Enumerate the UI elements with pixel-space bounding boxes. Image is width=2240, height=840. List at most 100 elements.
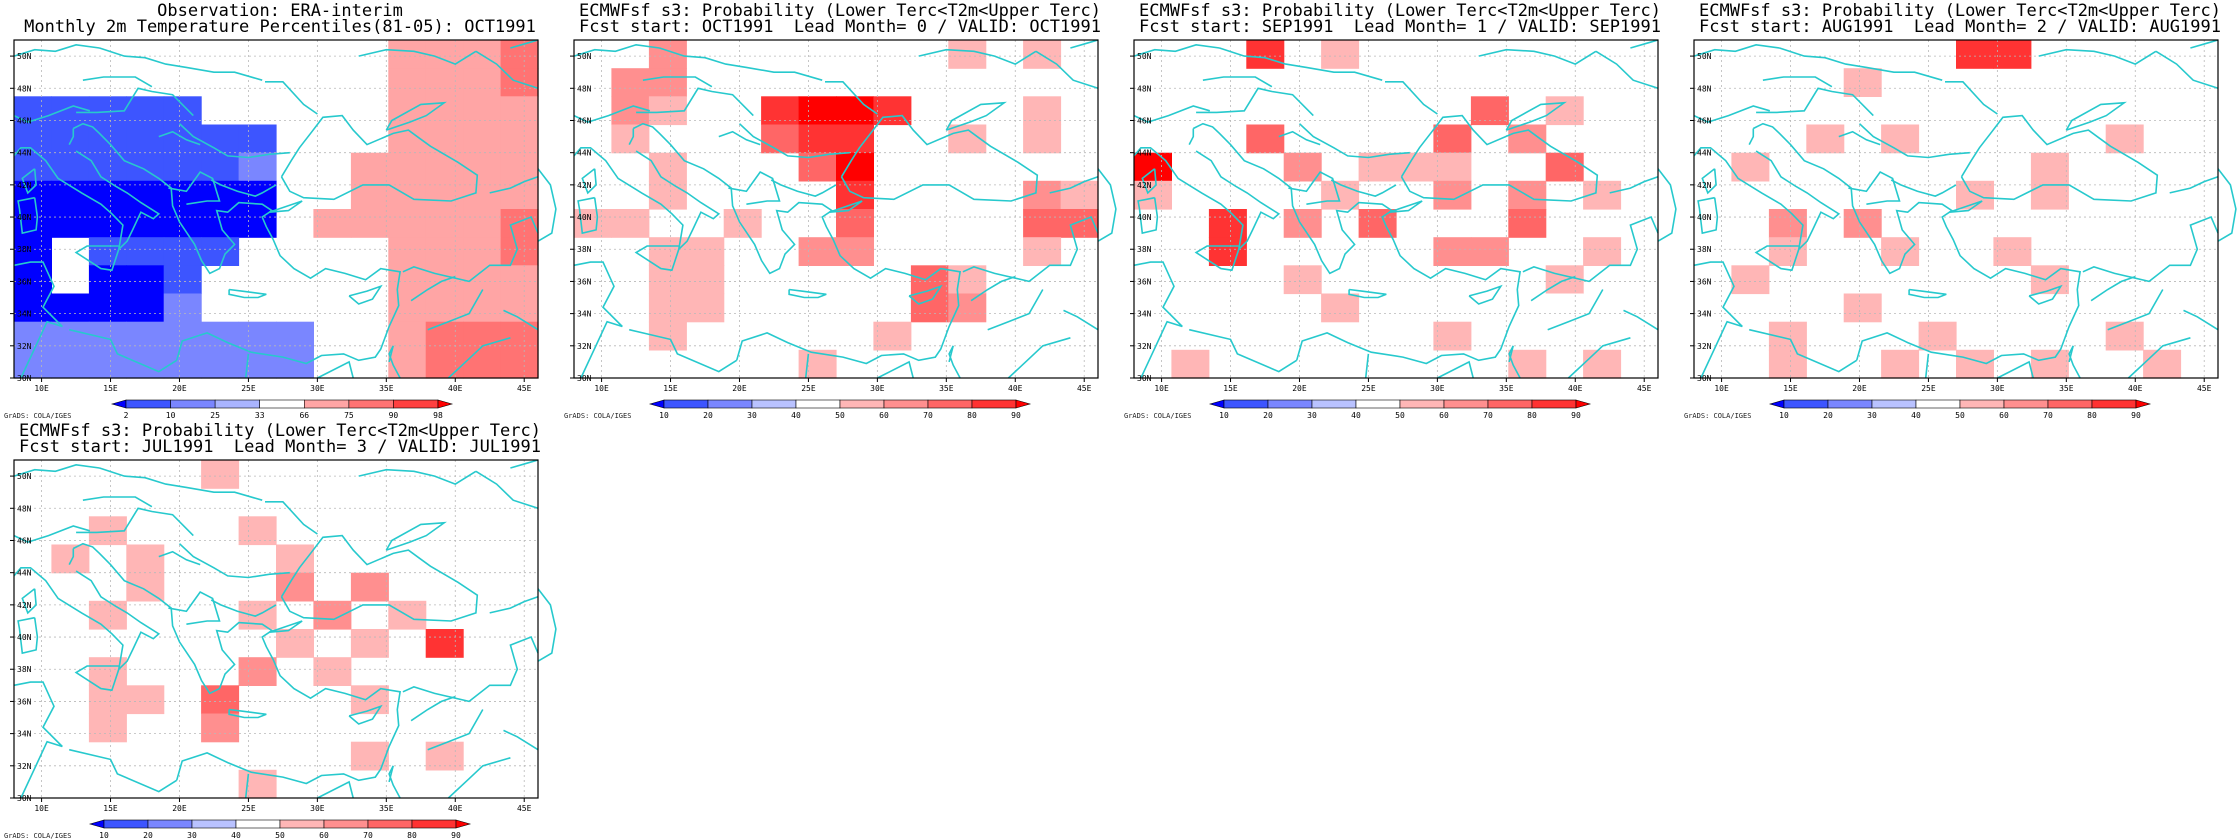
colorbar-label: 40	[791, 411, 801, 420]
data-cell	[1023, 124, 1062, 154]
data-cell	[425, 349, 464, 379]
data-cell	[1433, 237, 1472, 266]
colorbar-segment	[1827, 399, 1873, 409]
coastline	[1749, 328, 1858, 373]
coastline	[573, 43, 660, 57]
data-cell	[350, 629, 389, 658]
coastline	[1288, 170, 1341, 205]
y-tick-label: 48N	[1697, 84, 1712, 93]
data-cell	[88, 237, 127, 266]
data-cell	[313, 209, 352, 238]
coastline	[2065, 101, 2127, 131]
coastline	[1567, 337, 1631, 379]
y-tick-label: 32N	[17, 342, 32, 351]
colorbar-arrow-left	[88, 819, 105, 829]
y-tick-label: 42N	[577, 181, 592, 190]
coastline	[1505, 101, 1567, 131]
coastline	[348, 284, 383, 305]
data-cell	[1023, 237, 1062, 266]
y-tick-label: 40N	[1697, 213, 1712, 222]
coastline	[410, 275, 456, 302]
coastline	[918, 48, 1037, 65]
colorbar-arrow-right	[2135, 399, 2152, 409]
data-cell	[1583, 349, 1622, 379]
data-cell	[201, 237, 240, 266]
data-cell	[350, 209, 389, 238]
data-cell	[276, 544, 314, 574]
y-tick-label: 44N	[577, 149, 592, 158]
data-cell	[1956, 180, 1994, 210]
coastline	[402, 215, 539, 283]
y-tick-label: 46N	[17, 116, 32, 125]
colorbar-label: 40	[1911, 411, 1921, 420]
coastline	[1508, 345, 1521, 379]
x-tick-label: 15E	[103, 804, 118, 813]
colorbar-segment	[1959, 399, 2005, 409]
data-cell	[1433, 152, 1472, 182]
coastline	[1924, 353, 1930, 379]
x-tick-label: 10E	[594, 384, 609, 393]
coastline	[1194, 245, 1240, 272]
data-cell	[1358, 209, 1397, 238]
colorbar-label: 30	[1307, 411, 1317, 420]
colorbar-arrow-left	[110, 399, 127, 409]
y-tick-label: 38N	[1137, 245, 1152, 254]
coastline	[1202, 76, 1273, 88]
colorbar-segment	[1783, 399, 1829, 409]
y-tick-label: 48N	[17, 504, 32, 513]
map-frame	[1693, 39, 2219, 379]
coastline	[1858, 123, 1970, 159]
colorbar-label: 60	[879, 411, 889, 420]
data-cell	[88, 713, 127, 743]
coastline	[503, 729, 539, 751]
data-cell	[500, 180, 539, 210]
coastline	[1133, 261, 1183, 379]
data-cells	[1731, 40, 2182, 379]
colorbar-label: 98	[433, 411, 443, 420]
colorbar-label: 90	[389, 411, 399, 420]
y-tick-label: 50N	[1137, 52, 1152, 61]
y-tick-label: 34N	[17, 730, 32, 739]
coastline	[1063, 309, 1099, 331]
data-cell	[463, 349, 502, 379]
colorbar-segment	[367, 819, 413, 829]
coastline	[718, 130, 761, 146]
colorbar: 2 10 25 33 66 75 90 98	[110, 399, 454, 420]
coastline	[1693, 43, 1780, 57]
colorbar-segment	[125, 399, 171, 409]
coastline	[2183, 309, 2219, 331]
coastline	[2082, 215, 2219, 283]
data-cell	[500, 209, 539, 238]
colorbar-segment	[1223, 399, 1269, 409]
x-tick-label: 25E	[1921, 384, 1936, 393]
coastline	[1657, 168, 1677, 242]
x-tick-label: 10E	[34, 384, 49, 393]
data-cell	[463, 293, 502, 323]
colorbar-arrow-left	[1208, 399, 1225, 409]
data-cell	[836, 124, 874, 154]
data-cell	[388, 293, 427, 323]
coastline	[1348, 288, 1387, 299]
coastline	[828, 200, 863, 213]
coastline	[628, 128, 635, 145]
colorbar-label: 75	[344, 411, 354, 420]
x-tick-label: 30E	[310, 804, 325, 813]
data-cell	[388, 152, 427, 182]
coastlines	[13, 39, 557, 379]
data-cell	[463, 237, 502, 266]
coastline	[348, 704, 383, 725]
coastline	[537, 588, 557, 662]
data-cell	[948, 293, 987, 323]
colorbar: 10 20 30 40 50 60 70 80 90	[1768, 399, 2152, 420]
colorbar-segment	[1531, 399, 1577, 409]
x-tick-label: 10E	[1154, 384, 1169, 393]
grads-credit: GrADS: COLA/IGES	[564, 412, 632, 420]
data-cell	[761, 124, 800, 154]
data-cell	[350, 572, 389, 602]
data-cell	[2105, 124, 2144, 154]
panel-title-line1: ECMWFsf s3: Probability (Lower Terc<T2m<…	[579, 1, 1101, 21]
coastline	[573, 261, 623, 379]
y-tick-label: 44N	[1697, 149, 1712, 158]
coastline	[82, 76, 153, 88]
data-cell	[1246, 40, 1285, 69]
